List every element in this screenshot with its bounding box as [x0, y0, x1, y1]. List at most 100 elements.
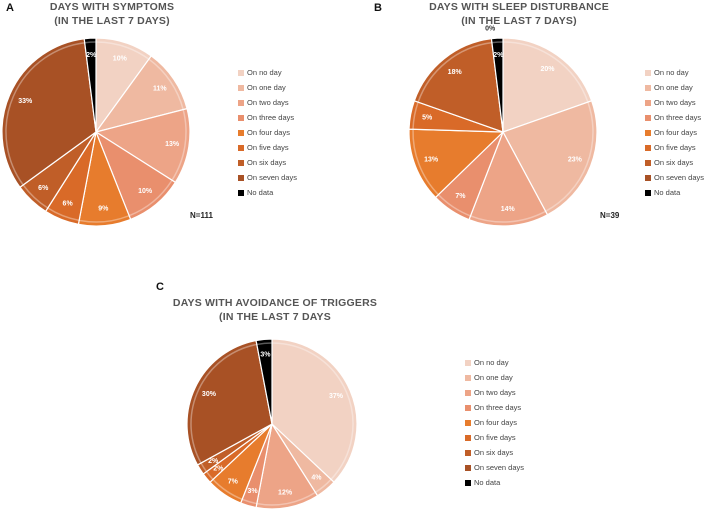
slice-label-c-on-six-days: 2%: [208, 458, 219, 465]
legend-swatch-c-on-four-days: [465, 420, 471, 426]
slice-bevel-c-on-no-day: [271, 342, 354, 480]
slice-label-a-on-five-days: 6%: [63, 201, 74, 208]
slice-label-c-on-one-day: 4%: [311, 475, 322, 482]
slice-a-on-one-day: [94, 55, 188, 133]
legend-swatch-a-on-five-days: [238, 145, 244, 151]
legend-label-a-on-one-day: On one day: [247, 83, 286, 92]
slice-bevel-c-on-two-days: [256, 491, 316, 506]
legend-label-b-no-data: No data: [654, 188, 681, 197]
legend-label-a-no-data: No data: [247, 188, 274, 197]
legend-label-c-on-six-days: On six days: [474, 448, 513, 457]
legend-label-c-on-one-day: On one day: [474, 373, 513, 382]
legend-swatch-c-on-seven-days: [465, 465, 471, 471]
chart-title-a-line2: (IN THE LAST 7 DAYS): [54, 15, 170, 27]
legend-label-b-on-one-day: On one day: [654, 83, 693, 92]
slice-label-b-on-seven-days: 0%: [485, 26, 496, 33]
slice-label-a-on-one-day: 11%: [153, 86, 167, 93]
legend-label-b-on-five-days: On five days: [654, 143, 696, 152]
sample-size-a: N=111: [190, 211, 213, 220]
legend-label-a-on-five-days: On five days: [247, 143, 289, 152]
pie-chart-c: 37% 4% 12% 3% 7% 2%2% 30% 3%: [186, 338, 358, 510]
legend-label-a-on-no-day: On no day: [247, 68, 282, 77]
slice-bevel-a-on-two-days: [171, 109, 187, 181]
legend-label-b-on-four-days: On four days: [654, 128, 697, 137]
slice-label-a-on-two-days: 13%: [165, 141, 180, 148]
slice-label-c-on-no-day: 37%: [329, 393, 344, 400]
panel-letter-c: C: [156, 281, 164, 293]
legend-label-b-on-seven-days: On seven days: [654, 173, 704, 182]
slice-b-on-six-days: [413, 38, 504, 133]
legend-label-c-on-three-days: On three days: [474, 403, 521, 412]
slice-bevel-a-on-one-day: [148, 58, 184, 110]
slice-bevel-b-on-six-days: [417, 41, 493, 103]
slice-b-on-four-days: [408, 128, 505, 199]
legend-b: On no day On one day On two days On three d…: [645, 68, 704, 197]
slice-a-on-seven-days: [1, 38, 97, 189]
slice-bevel-c-on-four-days: [212, 478, 243, 501]
panel-letter-b: B: [374, 2, 382, 14]
slice-bevel-b-on-four-days: [412, 129, 439, 196]
slice-b-no-data: [490, 37, 504, 133]
slice-label-b-on-two-days: 14%: [501, 206, 516, 213]
legend-swatch-b-on-five-days: [645, 145, 651, 151]
legend-swatch-a-on-seven-days: [238, 175, 244, 181]
legend-swatch-c-on-three-days: [465, 405, 471, 411]
legend-swatch-a-on-six-days: [238, 160, 244, 166]
legend-swatch-c-on-no-day: [465, 360, 471, 366]
legend-swatch-b-on-one-day: [645, 85, 651, 91]
slice-bevel-a-on-seven-days: [5, 41, 85, 186]
slice-label-a-on-four-days: 9%: [98, 206, 109, 213]
slice-label-b-on-five-days: 5%: [422, 115, 433, 122]
slice-label-b-on-six-days: 18%: [448, 69, 463, 76]
legend-swatch-c-on-five-days: [465, 435, 471, 441]
legend-swatch-b-on-three-days: [645, 115, 651, 121]
slice-a-on-two-days: [94, 107, 191, 184]
legend-label-b-on-six-days: On six days: [654, 158, 693, 167]
slice-label-c-no-data: 3%: [260, 351, 271, 358]
chart-title-b-line1: DAYS WITH SLEEP DISTURBANCE: [429, 1, 609, 13]
legend-label-a-on-seven-days: On seven days: [247, 173, 297, 182]
legend-swatch-b-on-no-day: [645, 70, 651, 76]
slice-bevel-a-on-no-day: [95, 41, 150, 60]
slice-label-c-on-seven-days: 30%: [202, 391, 217, 398]
legend-swatch-b-on-six-days: [645, 160, 651, 166]
slice-bevel-c-no-data: [256, 342, 273, 346]
slice-label-a-on-six-days: 6%: [38, 185, 49, 192]
legend-label-b-on-no-day: On no day: [654, 68, 689, 77]
slice-label-a-on-seven-days: 33%: [18, 98, 33, 105]
chart-title-c-line2: (IN THE LAST 7 DAYS: [219, 311, 331, 323]
legend-swatch-a-on-no-day: [238, 70, 244, 76]
panel-a: A DAYS WITH SYMPTOMS (IN THE LAST 7 DAYS…: [1, 1, 297, 227]
legend-label-b-on-three-days: On three days: [654, 113, 701, 122]
slice-label-c-on-four-days: 7%: [228, 478, 239, 485]
legend-label-c-no-data: No data: [474, 478, 501, 487]
legend-swatch-c-on-one-day: [465, 375, 471, 381]
slice-label-b-on-three-days: 7%: [455, 193, 466, 200]
slice-bevel-a-on-six-days: [22, 184, 49, 209]
legend-label-a-on-six-days: On six days: [247, 158, 286, 167]
slice-b-on-one-day: [502, 99, 598, 216]
chart-title-c-line1: DAYS WITH AVOIDANCE OF TRIGGERS: [173, 297, 377, 309]
legend-label-c-on-five-days: On five days: [474, 433, 516, 442]
chart-title-a-line1: DAYS WITH SYMPTOMS: [50, 1, 174, 13]
legend-swatch-b-no-data: [645, 190, 651, 196]
slice-b-on-two-days: [468, 130, 549, 227]
slice-label-b-on-no-day: 20%: [541, 66, 556, 73]
panel-b: B DAYS WITH SLEEP DISTURBANCE (IN THE LA…: [374, 1, 704, 227]
legend-c: On no day On one day On two days On three d…: [465, 358, 524, 487]
slice-c-no-data: [255, 338, 273, 425]
slice-bevel-c-on-seven-days: [190, 343, 257, 464]
legend-label-a-on-four-days: On four days: [247, 128, 290, 137]
sample-size-b: N=39: [600, 211, 620, 220]
legend-swatch-b-on-seven-days: [645, 175, 651, 181]
slice-label-c-on-three-days: 3%: [247, 488, 258, 495]
legend-label-a-on-two-days: On two days: [247, 98, 289, 107]
legend-label-c-on-no-day: On no day: [474, 358, 509, 367]
slice-label-b-on-four-days: 13%: [424, 157, 439, 164]
pie-chart-b: 20% 23% 14% 7% 13% 5% 18% 0% 2%: [408, 26, 598, 227]
legend-label-b-on-two-days: On two days: [654, 98, 696, 107]
slice-label-c-on-five-days: 2%: [213, 465, 224, 472]
legend-swatch-a-on-four-days: [238, 130, 244, 136]
pie-chart-a: 10% 11% 13% 10% 9% 6% 6% 33% 2%: [1, 37, 191, 227]
